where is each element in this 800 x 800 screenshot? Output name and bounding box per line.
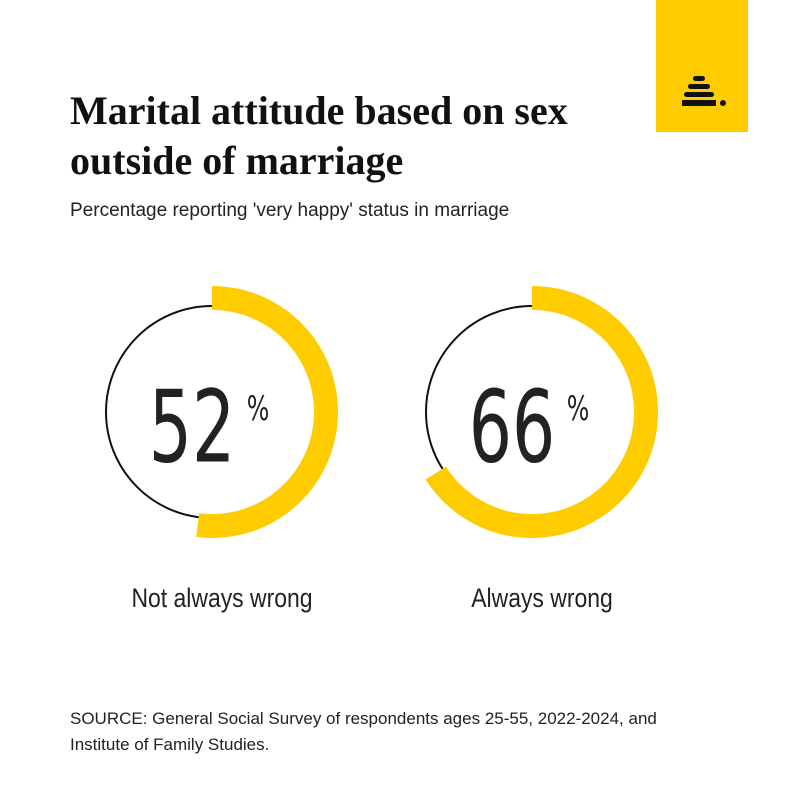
value-label: 52 — [149, 370, 236, 486]
logo-box — [656, 0, 748, 132]
unit-label: % — [567, 389, 590, 428]
logo-icon — [682, 76, 726, 106]
chart-title: Marital attitude based on sex outside of… — [70, 88, 568, 183]
arc — [196, 286, 338, 538]
unit-label: % — [247, 389, 270, 428]
category-label: Always wrong — [471, 583, 613, 613]
value-label: 66 — [469, 370, 556, 486]
chart-subtitle: Percentage reporting 'very happy' status… — [70, 200, 510, 221]
arc — [425, 286, 658, 538]
category-label: Not always wrong — [131, 583, 312, 613]
source-note: SOURCE: General Social Survey of respond… — [70, 709, 657, 754]
